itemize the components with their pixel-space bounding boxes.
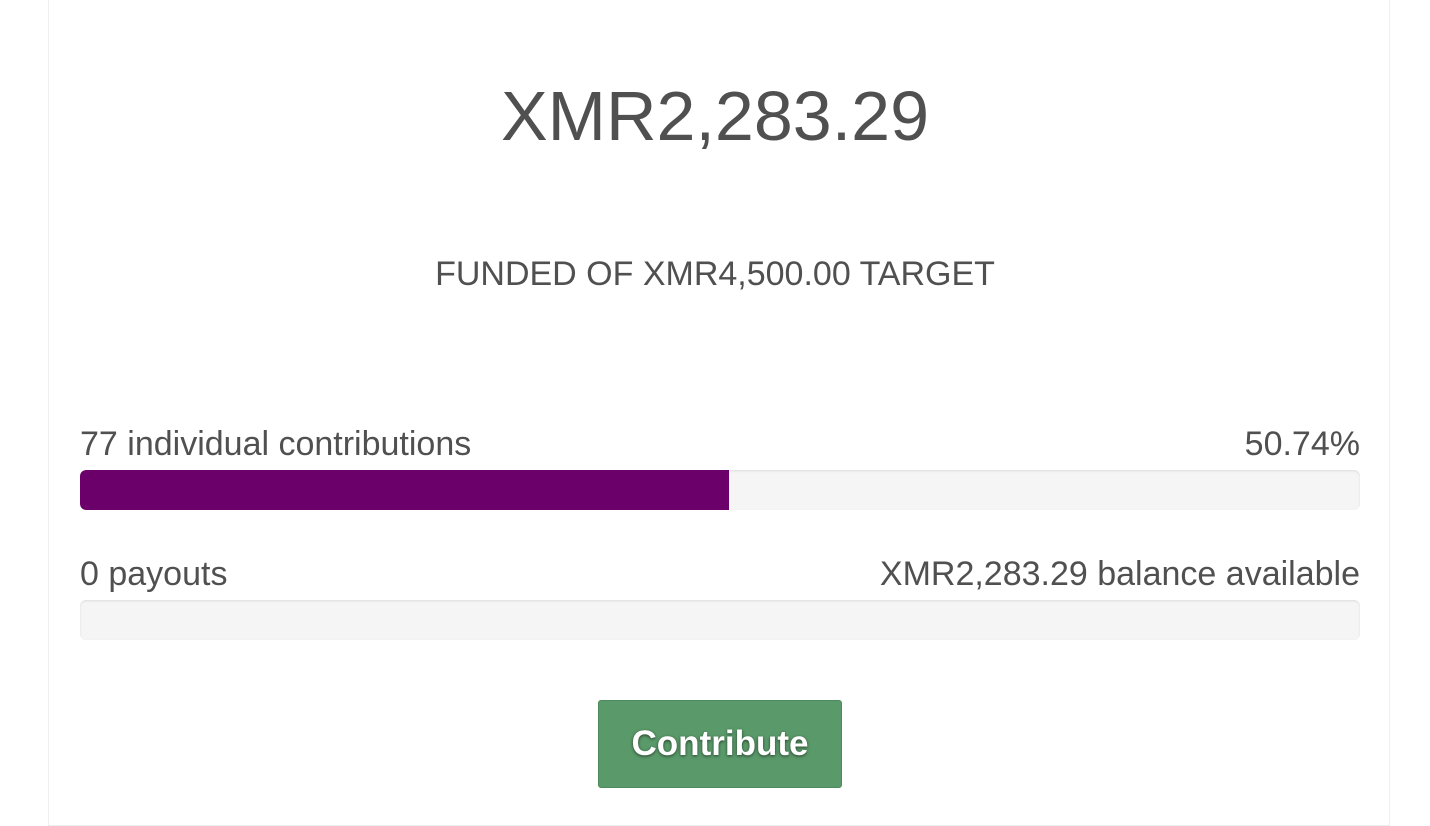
- contributions-progress-bar: [80, 470, 1360, 510]
- funded-percent: 50.74%: [1244, 425, 1360, 463]
- payouts-progress-bar: [80, 600, 1360, 640]
- raised-amount: XMR2,283.29: [500, 77, 930, 155]
- payouts-count: 0 payouts: [80, 555, 228, 593]
- funding-panel: [48, 0, 1390, 826]
- contributions-count: 77 individual contributions: [80, 425, 472, 463]
- balance-available: XMR2,283.29 balance available: [879, 555, 1360, 593]
- contributions-progress-fill: [80, 470, 730, 510]
- target-caption: FUNDED OF XMR4,500.00 TARGET: [435, 255, 995, 293]
- contribute-button[interactable]: Contribute: [598, 700, 842, 788]
